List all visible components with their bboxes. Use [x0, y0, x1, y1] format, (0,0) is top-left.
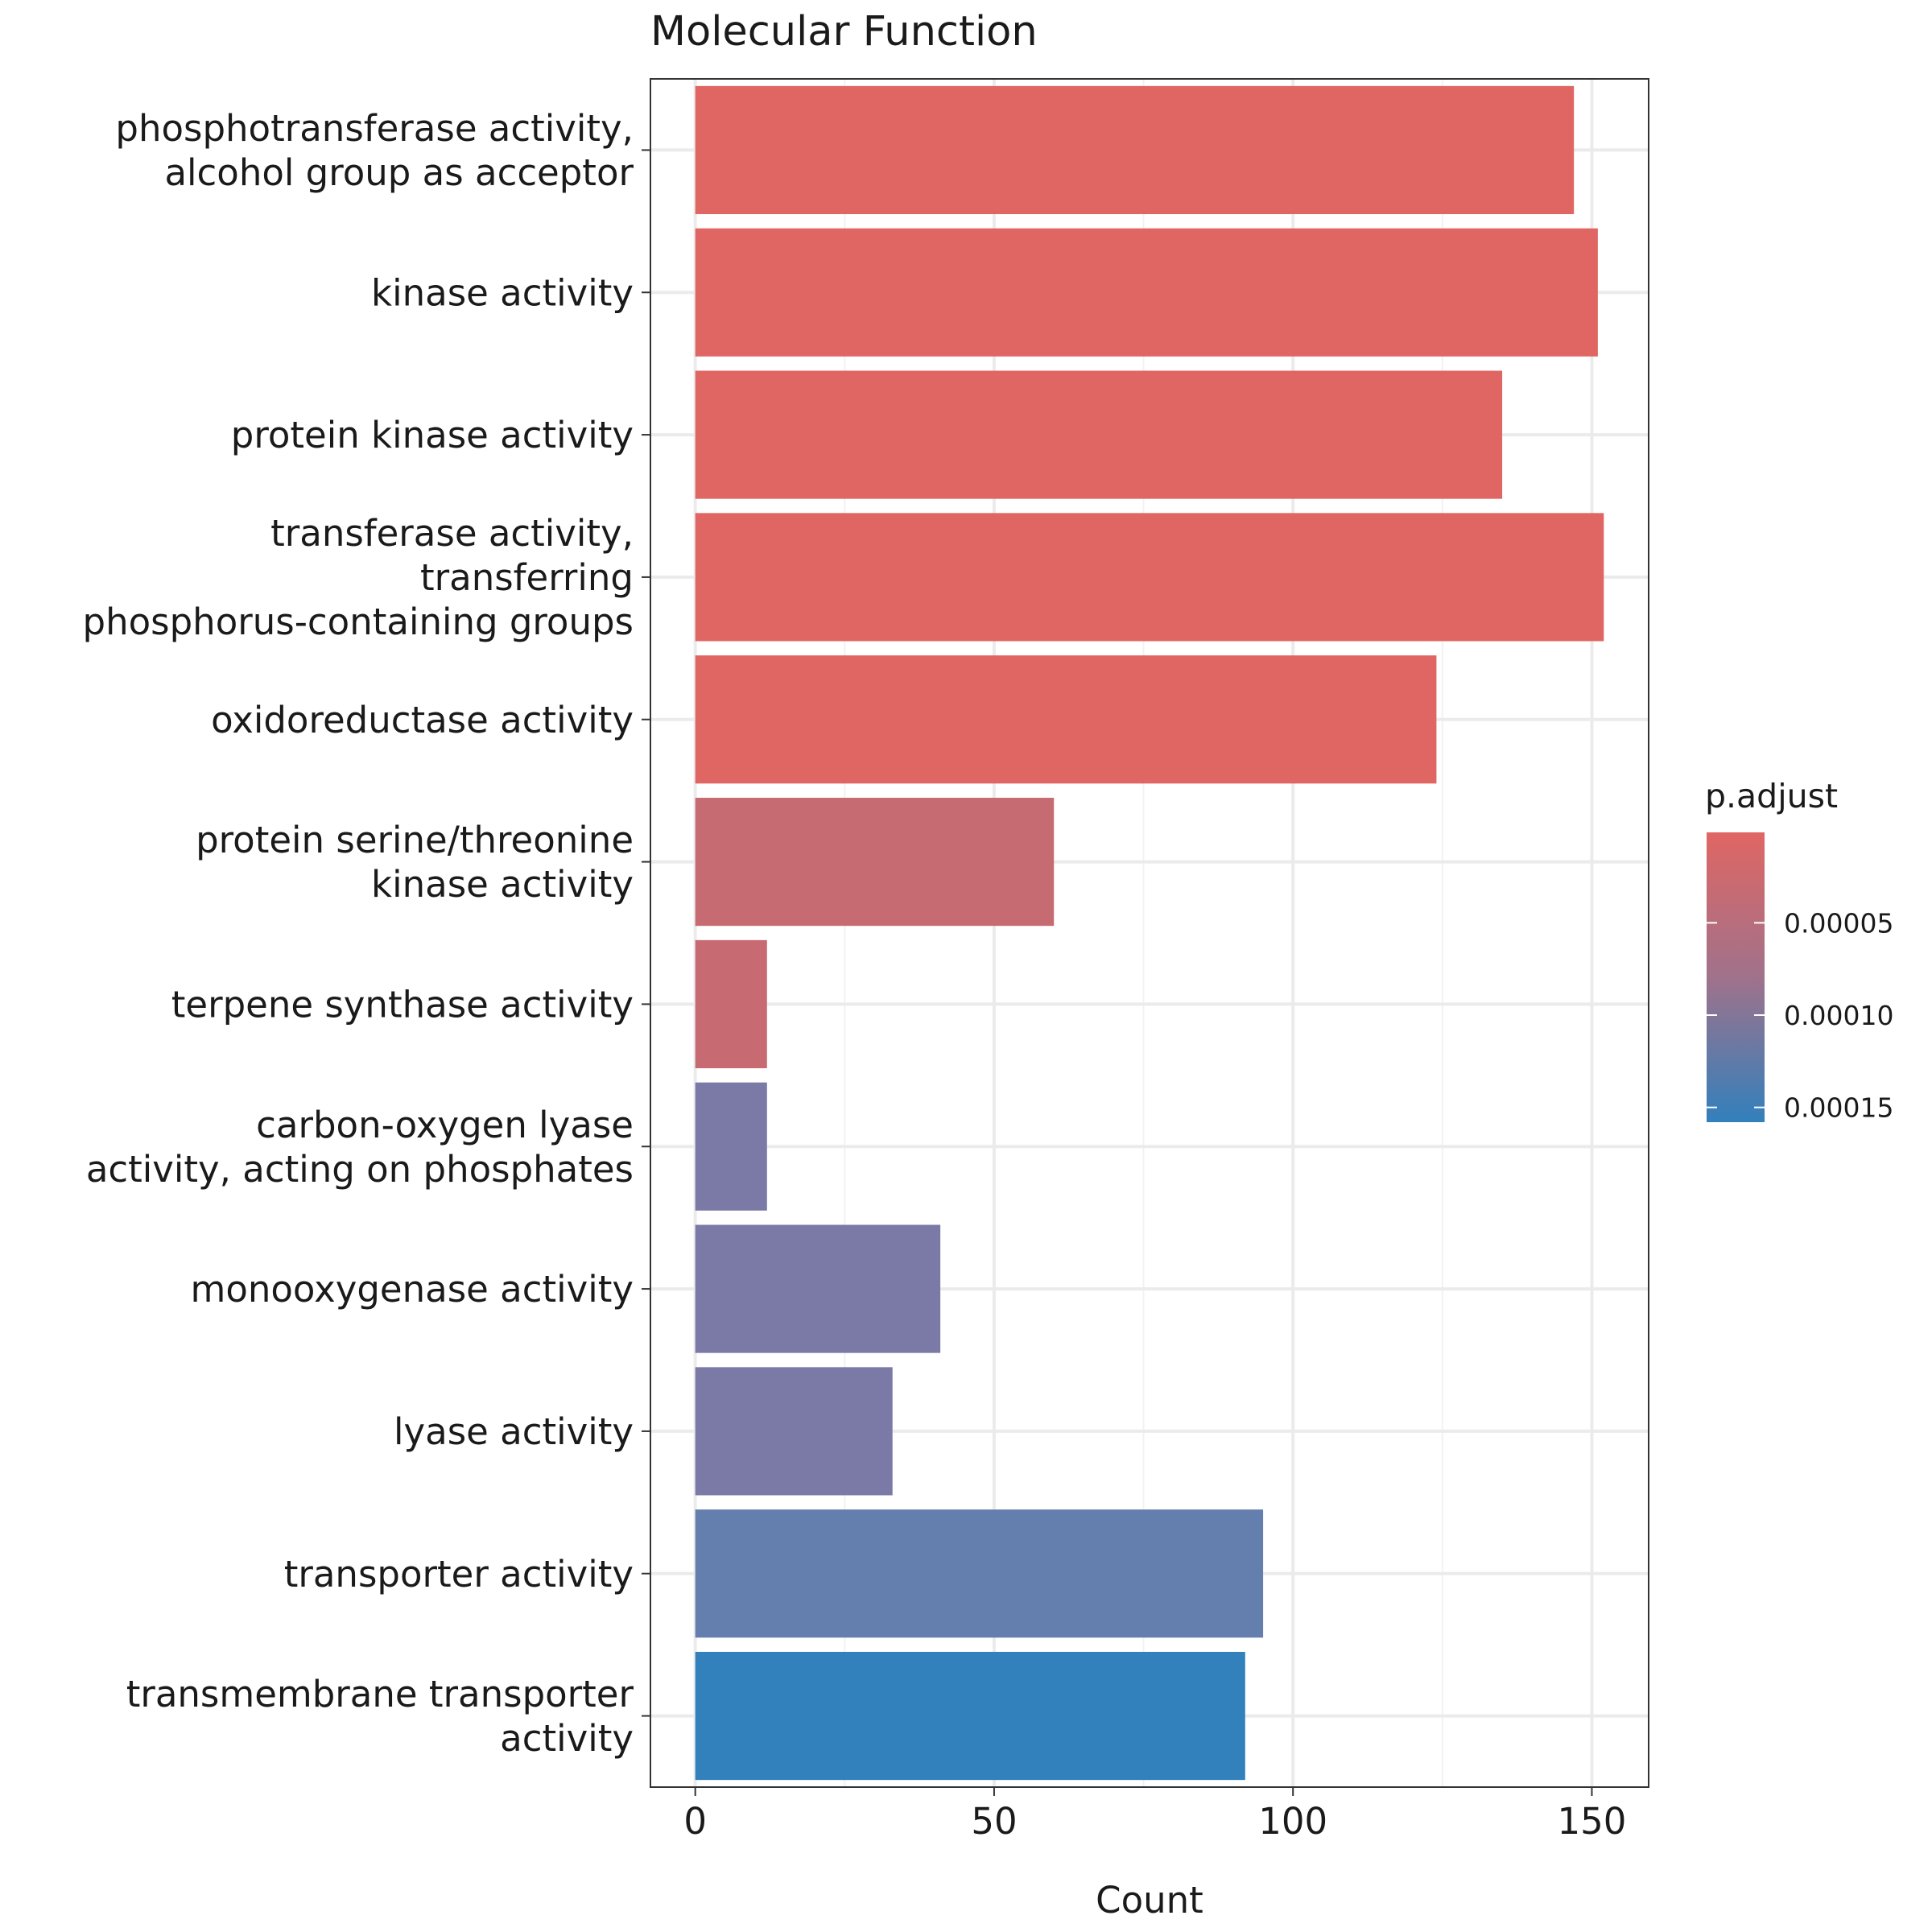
y-tick-label: transferase activity, transferring phospho… — [83, 512, 634, 643]
legend-ticks: 0.00005 0.00010 0.00015 — [1707, 907, 1893, 1124]
panel-background — [650, 79, 1649, 1787]
y-tick-label: monooxygenase activity — [191, 1268, 634, 1311]
plot-panel — [650, 78, 1649, 1788]
x-axis: 0 50 100 150 — [683, 1787, 1626, 1843]
bar — [695, 798, 1055, 927]
bar — [695, 1509, 1264, 1638]
bar — [695, 1652, 1245, 1781]
legend-tick-label: 0.00005 — [1784, 907, 1893, 939]
x-tick-label: 100 — [1258, 1800, 1327, 1843]
legend-tick-label: 0.00010 — [1784, 1000, 1893, 1031]
bar — [695, 85, 1575, 214]
panel-border — [650, 78, 1649, 1788]
legend-tick-label: 0.00015 — [1784, 1092, 1893, 1124]
bar — [695, 939, 767, 1068]
y-tick-label: kinase activity — [371, 271, 634, 314]
bar — [695, 1367, 893, 1496]
x-axis-label: Count — [1096, 1879, 1203, 1922]
y-tick-label: protein kinase activity — [231, 414, 634, 456]
y-tick-label: protein serine/threonine kinase activity — [196, 819, 634, 906]
bar — [695, 655, 1437, 784]
y-tick-label: lyase activity — [394, 1410, 634, 1453]
y-tick-label: transporter activity — [284, 1553, 634, 1596]
y-tick-label: transmembrane transporter activity — [126, 1673, 634, 1760]
y-axis: phosphotransferase activity, alcohol grou… — [83, 107, 650, 1760]
y-tick-label: oxidoreductase activity — [211, 699, 634, 741]
bars — [695, 85, 1604, 1781]
x-tick-label: 0 — [683, 1800, 707, 1843]
x-tick-label: 50 — [971, 1800, 1017, 1843]
bar — [695, 513, 1604, 642]
x-tick-label: 150 — [1558, 1800, 1627, 1843]
bar — [695, 228, 1598, 357]
bar — [695, 1082, 767, 1211]
y-tick-label: phosphotransferase activity, alcohol grou… — [115, 107, 634, 194]
legend-colorbar — [1707, 832, 1765, 1122]
legend: p.adjust 0.00005 0.00010 0.00015 — [1705, 777, 1893, 1124]
bar — [695, 370, 1503, 499]
chart-title: Molecular Function — [650, 8, 1038, 56]
y-tick-label: terpene synthase activity — [171, 983, 634, 1026]
bar — [695, 1224, 941, 1353]
y-tick-label: carbon-oxygen lyase activity, acting on p… — [86, 1104, 634, 1191]
legend-title: p.adjust — [1705, 777, 1838, 815]
